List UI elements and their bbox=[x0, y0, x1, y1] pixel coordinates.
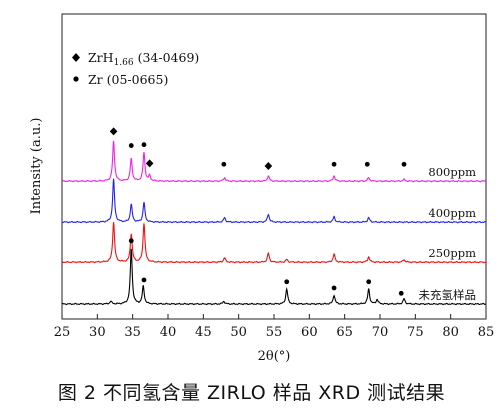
dot-marker bbox=[398, 290, 404, 296]
x-tick-label: 70 bbox=[372, 325, 389, 340]
x-tick-label: 30 bbox=[89, 325, 106, 340]
legend-entry-zr: Zr (05-0665) bbox=[88, 72, 168, 87]
series-label: 800ppm bbox=[428, 165, 476, 179]
legend-dot-icon bbox=[73, 76, 79, 82]
xrd-chart: 25 30 35 40 45 50 55 60 65 70 75 80 85 未充氢样品 250ppm 40… bbox=[29, 13, 495, 364]
dot-marker bbox=[128, 143, 134, 148]
dot-marker bbox=[331, 161, 337, 167]
diamond-marker bbox=[145, 159, 154, 168]
series-labels: 未充氢样品 250ppm 400ppm 800ppm bbox=[419, 165, 477, 302]
x-tick-label: 75 bbox=[407, 325, 424, 340]
x-tick-label: 60 bbox=[301, 325, 318, 340]
legend-entry-zrh: ZrH1.66 (34-0469) bbox=[88, 50, 199, 68]
x-tick-label: 80 bbox=[442, 325, 459, 340]
legend-diamond-icon bbox=[72, 53, 80, 62]
legend: ZrH1.66 (34-0469) Zr (05-0665) bbox=[72, 50, 199, 87]
x-axis-label: 2θ(°) bbox=[258, 349, 291, 364]
x-tick-label: 45 bbox=[195, 325, 212, 340]
dot-marker bbox=[141, 277, 147, 283]
dot-marker bbox=[401, 161, 407, 167]
dot-marker bbox=[128, 238, 134, 244]
x-tick-label: 85 bbox=[478, 325, 495, 340]
series-line bbox=[61, 222, 487, 264]
dot-marker bbox=[221, 161, 227, 167]
dot-marker bbox=[331, 285, 337, 291]
series-line bbox=[61, 178, 487, 224]
x-tick-label: 40 bbox=[160, 325, 177, 340]
series-label: 400ppm bbox=[428, 206, 476, 220]
diamond-marker bbox=[264, 162, 273, 171]
y-axis-label: Intensity (a.u.) bbox=[29, 118, 44, 215]
dot-marker bbox=[366, 279, 372, 285]
series-label: 250ppm bbox=[428, 246, 476, 260]
series-label: 未充氢样品 bbox=[419, 288, 477, 302]
x-tick-label: 55 bbox=[266, 325, 283, 340]
peak-markers bbox=[109, 127, 407, 296]
legend-subscript: 1.66 bbox=[114, 58, 134, 68]
x-tick-label: 25 bbox=[54, 325, 71, 340]
x-axis-ticks: 25 30 35 40 45 50 55 60 65 70 75 80 85 bbox=[54, 314, 495, 340]
x-tick-label: 35 bbox=[124, 325, 141, 340]
series-line bbox=[61, 140, 487, 183]
dot-marker bbox=[141, 142, 147, 148]
x-tick-label: 50 bbox=[230, 325, 247, 340]
series-line bbox=[61, 248, 487, 306]
dot-marker bbox=[364, 161, 370, 167]
series-group bbox=[61, 140, 487, 306]
figure-caption: 图 2 不同氢含量 ZIRLO 样品 XRD 测试结果 bbox=[57, 382, 446, 404]
dot-marker bbox=[284, 279, 290, 285]
diamond-marker bbox=[109, 127, 118, 136]
x-tick-label: 65 bbox=[336, 325, 353, 340]
